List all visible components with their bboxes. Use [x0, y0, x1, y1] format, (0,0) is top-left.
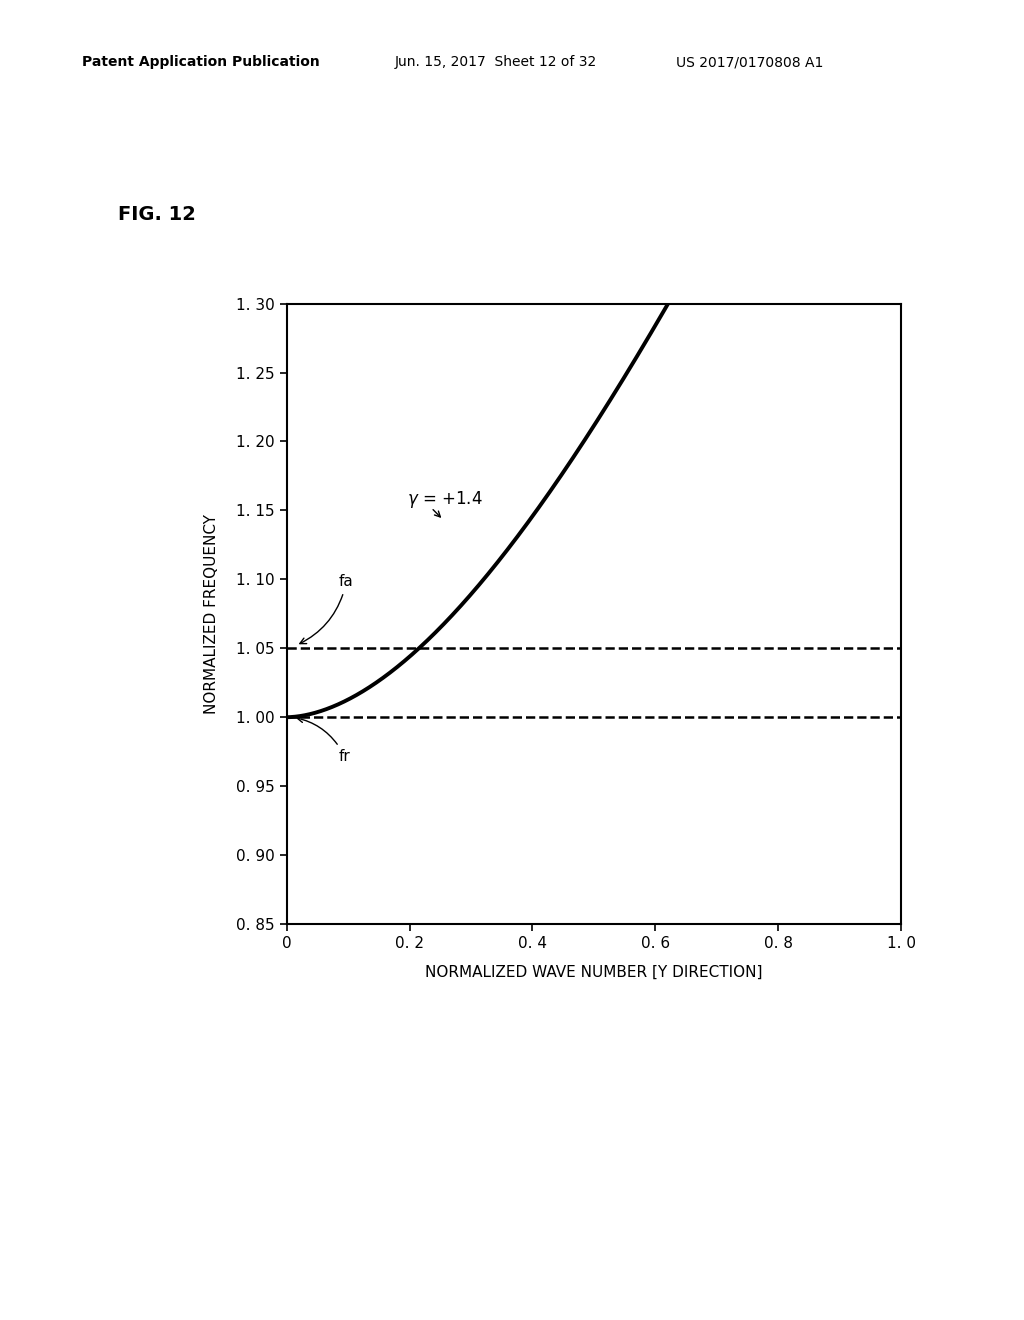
Text: fa: fa — [300, 574, 353, 644]
Text: FIG. 12: FIG. 12 — [118, 205, 196, 223]
Text: Patent Application Publication: Patent Application Publication — [82, 55, 319, 70]
Text: US 2017/0170808 A1: US 2017/0170808 A1 — [676, 55, 823, 70]
X-axis label: NORMALIZED WAVE NUMBER [Y DIRECTION]: NORMALIZED WAVE NUMBER [Y DIRECTION] — [425, 965, 763, 979]
Text: fr: fr — [297, 717, 350, 764]
Y-axis label: NORMALIZED FREQUENCY: NORMALIZED FREQUENCY — [205, 513, 219, 714]
Text: Jun. 15, 2017  Sheet 12 of 32: Jun. 15, 2017 Sheet 12 of 32 — [394, 55, 597, 70]
Text: $\gamma$ = +1.4: $\gamma$ = +1.4 — [407, 488, 482, 510]
